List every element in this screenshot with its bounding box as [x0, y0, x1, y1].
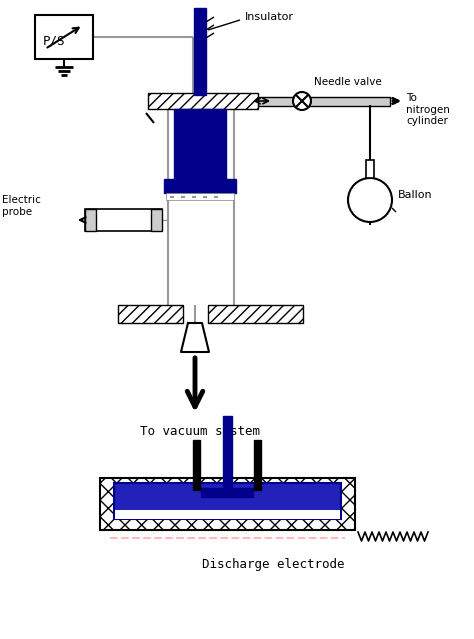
Text: To
nitrogen
cylinder: To nitrogen cylinder — [406, 93, 450, 126]
Bar — [193, 440, 200, 490]
Text: P/S: P/S — [43, 35, 65, 47]
Circle shape — [293, 92, 311, 110]
Bar — [258, 97, 390, 106]
Bar — [201, 488, 253, 497]
Bar — [35, 15, 93, 59]
Bar — [100, 478, 355, 530]
Bar — [115, 510, 340, 519]
Bar — [118, 305, 183, 323]
Text: Needle valve: Needle valve — [314, 77, 382, 87]
Bar — [85, 209, 96, 231]
Bar — [151, 209, 162, 231]
Bar — [366, 160, 374, 178]
Bar — [208, 305, 303, 323]
Bar — [254, 440, 261, 490]
Bar — [166, 193, 234, 200]
Text: To vacuum system: To vacuum system — [140, 425, 260, 438]
Circle shape — [348, 178, 392, 222]
Text: Discharge electrode: Discharge electrode — [202, 558, 345, 571]
Text: Electric
probe: Electric probe — [2, 196, 41, 217]
Bar — [164, 179, 236, 193]
Bar — [148, 93, 258, 109]
Bar — [85, 209, 162, 231]
Bar — [114, 483, 341, 519]
Bar — [174, 109, 226, 179]
Text: Ballon: Ballon — [398, 190, 433, 200]
Text: Insulator: Insulator — [245, 12, 294, 22]
Polygon shape — [181, 323, 209, 352]
Bar — [194, 8, 206, 95]
Bar — [223, 416, 232, 496]
